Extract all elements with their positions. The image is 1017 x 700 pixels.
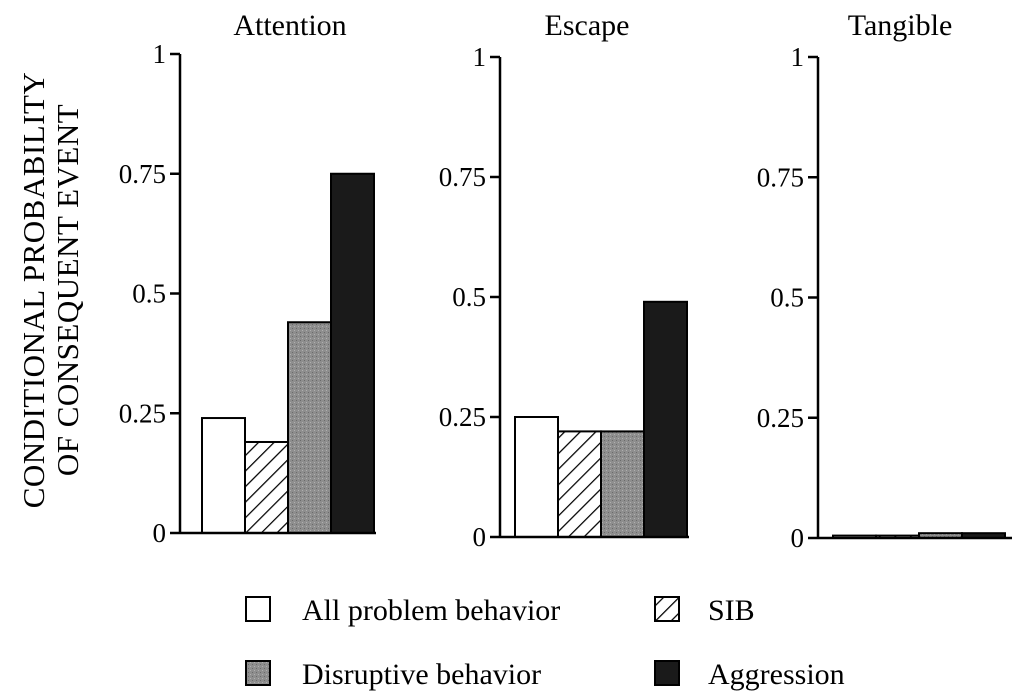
bar-aggression bbox=[330, 172, 375, 534]
panel-title: Tangible bbox=[848, 9, 953, 42]
legend-item-sib: SIB bbox=[654, 594, 755, 627]
y-tick-label: 0.25 bbox=[439, 402, 486, 432]
y-tick-label: 1 bbox=[791, 42, 805, 72]
y-axis-label-line-1: CONDITIONAL PROBABILITY bbox=[16, 72, 51, 509]
panel-title: Escape bbox=[545, 9, 630, 42]
bar-all-problem-behavior bbox=[514, 416, 559, 538]
panel-title: Attention bbox=[233, 9, 346, 42]
y-tick-label: 0.5 bbox=[452, 282, 486, 312]
y-tick-label: 0 bbox=[153, 518, 167, 548]
bar-all-problem-behavior bbox=[201, 417, 246, 535]
y-tick-label: 0 bbox=[791, 523, 805, 553]
legend-label: SIB bbox=[708, 594, 755, 627]
legend-swatch bbox=[654, 596, 680, 622]
legend-swatch bbox=[245, 660, 271, 686]
legend-item-all-problem-behavior: All problem behavior bbox=[245, 594, 560, 627]
y-axis-label: CONDITIONAL PROBABILITY OF CONSEQUENT EV… bbox=[16, 72, 85, 509]
legend-swatch bbox=[245, 596, 271, 622]
legend-item-aggression: Aggression bbox=[654, 658, 845, 691]
legend-swatch bbox=[654, 660, 680, 686]
legend-label: Aggression bbox=[708, 658, 845, 691]
legend: All problem behavior SIB Disruptive behavi… bbox=[245, 594, 845, 691]
bar-disruptive-behavior bbox=[600, 430, 645, 538]
y-tick-label: 0.75 bbox=[119, 159, 166, 189]
panel-escape: Escape 0 0.25 0.5 0.75 1 bbox=[439, 9, 689, 552]
y-tick-label: 0.5 bbox=[132, 279, 166, 309]
panel-tangible: Tangible 0 0.25 0.5 0.75 1 bbox=[757, 9, 1012, 553]
y-tick-label: 0.25 bbox=[757, 403, 804, 433]
legend-label: Disruptive behavior bbox=[302, 658, 541, 691]
y-tick-label: 0.75 bbox=[757, 162, 804, 192]
y-tick-label: 0.5 bbox=[770, 283, 804, 313]
y-tick-label: 0 bbox=[473, 522, 487, 552]
y-tick-label: 1 bbox=[153, 39, 167, 69]
y-tick-label: 0.75 bbox=[439, 162, 486, 192]
bar-disruptive-behavior bbox=[287, 321, 332, 534]
legend-item-disruptive-behavior: Disruptive behavior bbox=[245, 658, 541, 691]
panel-attention: Attention 0 0.25 0.5 0.75 1 bbox=[119, 9, 376, 548]
y-axis-label-line-2: OF CONSEQUENT EVENT bbox=[50, 104, 85, 476]
chart-panels: Attention 0 0.25 0.5 0.75 1 Escape 0 0.25 0.5 0.75… bbox=[119, 9, 1012, 553]
bar-sib bbox=[557, 430, 602, 538]
y-tick-label: 0.25 bbox=[119, 398, 166, 428]
legend-label: All problem behavior bbox=[302, 594, 560, 627]
bar-aggression bbox=[643, 300, 688, 538]
bar-sib bbox=[244, 440, 289, 534]
y-tick-label: 1 bbox=[473, 42, 487, 72]
